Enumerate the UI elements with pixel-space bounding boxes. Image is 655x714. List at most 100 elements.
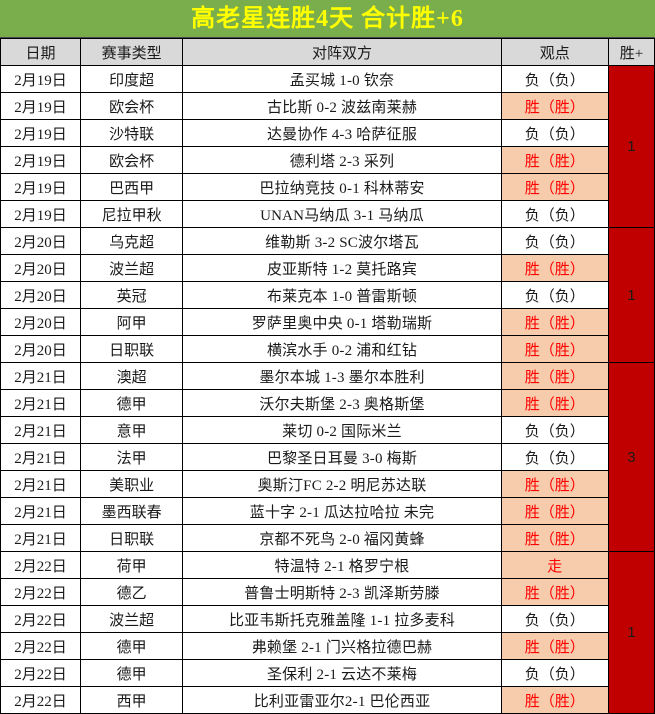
cell-matchup[interactable]: 巴黎圣日耳曼 3-0 梅斯 <box>182 443 502 471</box>
column-header-date[interactable]: 日期 <box>0 38 82 66</box>
cell-league-type[interactable]: 波兰超 <box>80 254 184 282</box>
cell-league-type[interactable]: 尼拉甲秋 <box>80 200 184 228</box>
cell-prediction[interactable]: 胜（胜） <box>500 146 609 174</box>
cell-date[interactable]: 2月19日 <box>0 92 82 120</box>
cell-matchup[interactable]: 巴拉纳竞技 0-1 科林蒂安 <box>182 173 502 201</box>
cell-league-type[interactable]: 欧会杯 <box>80 92 184 120</box>
cell-league-type[interactable]: 墨西联春 <box>80 497 184 525</box>
cell-date[interactable]: 2月21日 <box>0 416 82 444</box>
cell-date[interactable]: 2月21日 <box>0 443 82 471</box>
cell-matchup[interactable]: 罗萨里奥中央 0-1 塔勒瑞斯 <box>182 308 502 336</box>
cell-date[interactable]: 2月21日 <box>0 389 82 417</box>
cell-prediction[interactable]: 胜（胜） <box>500 686 609 714</box>
cell-date[interactable]: 2月20日 <box>0 254 82 282</box>
cell-prediction[interactable]: 负（负） <box>500 227 609 255</box>
cell-prediction[interactable]: 胜（胜） <box>500 92 609 120</box>
cell-prediction[interactable]: 走 <box>500 551 609 579</box>
cell-league-type[interactable]: 德乙 <box>80 578 184 606</box>
cell-league-type[interactable]: 阿甲 <box>80 308 184 336</box>
cell-date[interactable]: 2月22日 <box>0 686 82 714</box>
cell-group-score[interactable]: 1 <box>607 65 655 228</box>
cell-prediction[interactable]: 胜（胜） <box>500 254 609 282</box>
cell-date[interactable]: 2月19日 <box>0 173 82 201</box>
cell-matchup[interactable]: UNAN马纳瓜 3-1 马纳瓜 <box>182 200 502 228</box>
cell-matchup[interactable]: 比亚韦斯托克雅盖隆 1-1 拉多麦科 <box>182 605 502 633</box>
cell-league-type[interactable]: 印度超 <box>80 65 184 93</box>
cell-prediction[interactable]: 胜（胜） <box>500 389 609 417</box>
cell-prediction[interactable]: 负（负） <box>500 416 609 444</box>
cell-date[interactable]: 2月20日 <box>0 227 82 255</box>
cell-prediction[interactable]: 负（负） <box>500 65 609 93</box>
cell-date[interactable]: 2月19日 <box>0 65 82 93</box>
cell-league-type[interactable]: 荷甲 <box>80 551 184 579</box>
cell-matchup[interactable]: 普鲁士明斯特 2-3 凯泽斯劳滕 <box>182 578 502 606</box>
cell-group-score[interactable]: 3 <box>607 362 655 552</box>
cell-league-type[interactable]: 日职联 <box>80 524 184 552</box>
cell-league-type[interactable]: 美职业 <box>80 470 184 498</box>
cell-date[interactable]: 2月21日 <box>0 524 82 552</box>
cell-date[interactable]: 2月22日 <box>0 551 82 579</box>
cell-prediction[interactable]: 负（负） <box>500 281 609 309</box>
cell-matchup[interactable]: 比利亚雷亚尔2-1 巴伦西亚 <box>182 686 502 714</box>
column-header-view[interactable]: 观点 <box>500 38 609 66</box>
column-header-type[interactable]: 赛事类型 <box>80 38 184 66</box>
cell-date[interactable]: 2月20日 <box>0 335 82 363</box>
cell-matchup[interactable]: 维勒斯 3-2 SC波尔塔瓦 <box>182 227 502 255</box>
cell-prediction[interactable]: 负（负） <box>500 659 609 687</box>
cell-prediction[interactable]: 负（负） <box>500 605 609 633</box>
cell-matchup[interactable]: 蓝十字 2-1 瓜达拉哈拉 未完 <box>182 497 502 525</box>
cell-prediction[interactable]: 胜（胜） <box>500 362 609 390</box>
cell-matchup[interactable]: 皮亚斯特 1-2 莫托路宾 <box>182 254 502 282</box>
cell-matchup[interactable]: 孟买城 1-0 钦奈 <box>182 65 502 93</box>
cell-league-type[interactable]: 英冠 <box>80 281 184 309</box>
cell-date[interactable]: 2月20日 <box>0 281 82 309</box>
cell-prediction[interactable]: 胜（胜） <box>500 578 609 606</box>
cell-date[interactable]: 2月20日 <box>0 308 82 336</box>
cell-matchup[interactable]: 墨尔本城 1-3 墨尔本胜利 <box>182 362 502 390</box>
cell-date[interactable]: 2月19日 <box>0 146 82 174</box>
cell-matchup[interactable]: 弗赖堡 2-1 门兴格拉德巴赫 <box>182 632 502 660</box>
cell-matchup[interactable]: 达曼协作 4-3 哈萨征服 <box>182 119 502 147</box>
cell-date[interactable]: 2月21日 <box>0 497 82 525</box>
cell-matchup[interactable]: 横滨水手 0-2 浦和红钻 <box>182 335 502 363</box>
cell-matchup[interactable]: 奥斯汀FC 2-2 明尼苏达联 <box>182 470 502 498</box>
cell-prediction[interactable]: 负（负） <box>500 119 609 147</box>
cell-league-type[interactable]: 沙特联 <box>80 119 184 147</box>
cell-prediction[interactable]: 胜（胜） <box>500 308 609 336</box>
cell-prediction[interactable]: 胜（胜） <box>500 335 609 363</box>
cell-matchup[interactable]: 布莱克本 1-0 普雷斯顿 <box>182 281 502 309</box>
cell-date[interactable]: 2月19日 <box>0 119 82 147</box>
cell-prediction[interactable]: 胜（胜） <box>500 470 609 498</box>
cell-prediction[interactable]: 胜（胜） <box>500 524 609 552</box>
cell-league-type[interactable]: 意甲 <box>80 416 184 444</box>
cell-date[interactable]: 2月21日 <box>0 470 82 498</box>
cell-matchup[interactable]: 古比斯 0-2 波兹南莱赫 <box>182 92 502 120</box>
cell-league-type[interactable]: 巴西甲 <box>80 173 184 201</box>
cell-league-type[interactable]: 法甲 <box>80 443 184 471</box>
cell-league-type[interactable]: 日职联 <box>80 335 184 363</box>
cell-date[interactable]: 2月19日 <box>0 200 82 228</box>
cell-date[interactable]: 2月21日 <box>0 362 82 390</box>
cell-prediction[interactable]: 胜（胜） <box>500 497 609 525</box>
cell-group-score[interactable]: 1 <box>607 551 655 714</box>
cell-league-type[interactable]: 波兰超 <box>80 605 184 633</box>
cell-matchup[interactable]: 特温特 2-1 格罗宁根 <box>182 551 502 579</box>
cell-matchup[interactable]: 莱切 0-2 国际米兰 <box>182 416 502 444</box>
cell-league-type[interactable]: 西甲 <box>80 686 184 714</box>
column-header-match[interactable]: 对阵双方 <box>182 38 502 66</box>
cell-prediction[interactable]: 胜（胜） <box>500 173 609 201</box>
cell-league-type[interactable]: 欧会杯 <box>80 146 184 174</box>
cell-date[interactable]: 2月22日 <box>0 605 82 633</box>
cell-league-type[interactable]: 德甲 <box>80 632 184 660</box>
cell-prediction[interactable]: 负（负） <box>500 200 609 228</box>
cell-league-type[interactable]: 德甲 <box>80 389 184 417</box>
cell-league-type[interactable]: 德甲 <box>80 659 184 687</box>
cell-prediction[interactable]: 胜（胜） <box>500 632 609 660</box>
cell-group-score[interactable]: 1 <box>607 227 655 363</box>
cell-date[interactable]: 2月22日 <box>0 578 82 606</box>
column-header-score[interactable]: 胜+ <box>607 38 655 66</box>
cell-matchup[interactable]: 沃尔夫斯堡 2-3 奥格斯堡 <box>182 389 502 417</box>
cell-date[interactable]: 2月22日 <box>0 632 82 660</box>
cell-date[interactable]: 2月22日 <box>0 659 82 687</box>
cell-league-type[interactable]: 澳超 <box>80 362 184 390</box>
